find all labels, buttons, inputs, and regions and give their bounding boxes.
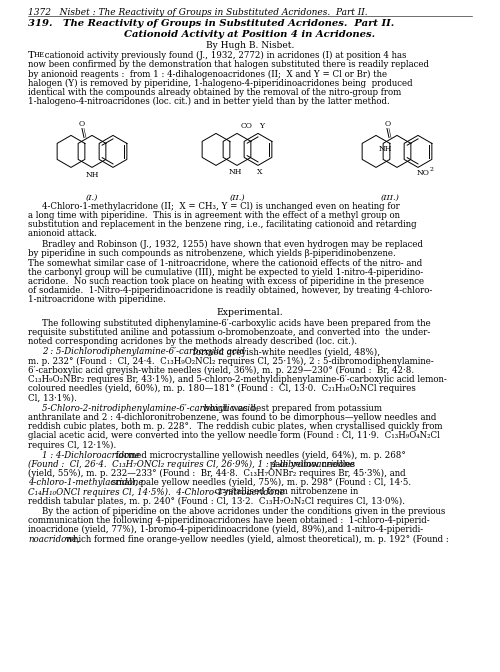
Text: The somewhat similar case of 1-nitroacridone, where the cationoid effects of the: The somewhat similar case of 1-nitroacri…: [28, 259, 422, 267]
Text: NH: NH: [229, 169, 242, 177]
Text: 4-chloro-1-methylacridone: 4-chloro-1-methylacridone: [28, 478, 144, 487]
Text: which formed fine orange-yellow needles (yield, almost theoretical), m. p. 192° : which formed fine orange-yellow needles …: [64, 534, 449, 544]
Text: pale yellow needles: pale yellow needles: [266, 460, 354, 469]
Text: C₁₃H₉O₂NBr₂ requires Br, 43·1%), and 5-chloro-2-methyldiphenylamine-6′-carboxyli: C₁₃H₉O₂NBr₂ requires Br, 43·1%), and 5-c…: [28, 375, 447, 384]
Text: O: O: [385, 120, 391, 128]
Text: reddish tabular plates, m. p. 240° (Found : Cl, 13·2.  C₁₃H₇O₂N₂Cl requires Cl, : reddish tabular plates, m. p. 240° (Foun…: [28, 497, 405, 506]
Text: by piperidine in such compounds as nitrobenzene, which yields β-piperidinobenzen: by piperidine in such compounds as nitro…: [28, 249, 396, 259]
Text: 6′-carboxylic acid greyish-white needles (yield, 36%), m. p. 229—230° (Found :  : 6′-carboxylic acid greyish-white needles…: [28, 366, 414, 375]
Text: HE: HE: [34, 51, 44, 59]
Text: 319.   The Reactivity of Groups in Substituted Acridones.  Part II.: 319. The Reactivity of Groups in Substit…: [28, 19, 394, 28]
Text: inoacridone (yield, 77%), 1-bromo-4-piperidinoacridone (yield, 89%),and 1-nitro-: inoacridone (yield, 77%), 1-bromo-4-pipe…: [28, 526, 423, 534]
Text: O: O: [79, 120, 85, 128]
Text: formed greyish-white needles (yield, 48%),: formed greyish-white needles (yield, 48%…: [190, 347, 380, 357]
Text: formed microcrystalline yellowish needles (yield, 64%), m. p. 268°: formed microcrystalline yellowish needle…: [113, 451, 406, 460]
Text: By Hugh B. Nisbet.: By Hugh B. Nisbet.: [206, 41, 294, 50]
Text: (III.): (III.): [380, 194, 400, 202]
Text: requires Cl, 12·1%).: requires Cl, 12·1%).: [28, 440, 116, 450]
Text: (II.): (II.): [229, 194, 245, 202]
Text: a long time with piperidine.  This is in agreement with the effect of a methyl g: a long time with piperidine. This is in …: [28, 210, 400, 220]
Text: 5-Chloro-2-nitrodiphenylamine-6′-carboxylic acid,: 5-Chloro-2-nitrodiphenylamine-6′-carboxy…: [42, 404, 258, 413]
Text: C₁₄H₁₀ONCl requires Cl, 14·5%).  4-Chloro-1-nitroacridone: C₁₄H₁₀ONCl requires Cl, 14·5%). 4-Chloro…: [28, 487, 285, 497]
Text: Cationoid Activity at Position 4 in Acridones.: Cationoid Activity at Position 4 in Acri…: [124, 30, 376, 39]
Text: Experimental.: Experimental.: [216, 308, 284, 317]
Text: anthranilate and 2 : 4-dichloronitrobenzene, was found to be dimorphous—yellow n: anthranilate and 2 : 4-dichloronitrobenz…: [28, 413, 436, 422]
Text: small, pale yellow needles (yield, 75%), m. p. 298° (Found : Cl, 14·5.: small, pale yellow needles (yield, 75%),…: [108, 478, 410, 487]
Text: (yield, 55%), m. p. 232—233° (Found :  Br, 44·8.  C₁₃H₇ONBr₂ requires Br, 45·3%): (yield, 55%), m. p. 232—233° (Found : Br…: [28, 469, 406, 478]
Text: 1-nitroacridone with piperidine.: 1-nitroacridone with piperidine.: [28, 296, 166, 304]
Text: 2 : 5-Dichlorodiphenylamine-6′-carboxylic acid: 2 : 5-Dichlorodiphenylamine-6′-carboxyli…: [42, 347, 245, 356]
Text: The following substituted diphenylamine-6′-carboxylic acids have been prepared f: The following substituted diphenylamine-…: [42, 319, 431, 328]
Text: NH: NH: [86, 171, 100, 179]
Text: Y: Y: [259, 122, 264, 130]
Text: CO: CO: [241, 122, 253, 130]
Text: 2: 2: [430, 167, 434, 173]
Text: (Found :  Cl, 26·4.  C₁₃H₇ONCl₂ requires Cl, 26·9%), 1 : 4-dibromoacridone: (Found : Cl, 26·4. C₁₃H₇ONCl₂ requires C…: [28, 460, 354, 469]
Text: (I.): (I.): [86, 194, 98, 202]
Text: of sodamide.  1-Nitro-4-piperidinoacridone is readily obtained, however, by trea: of sodamide. 1-Nitro-4-piperidinoacridon…: [28, 286, 432, 295]
Text: NO: NO: [417, 169, 430, 177]
Text: 1 : 4-Dichloroacridone: 1 : 4-Dichloroacridone: [42, 451, 140, 460]
Text: noacridone,: noacridone,: [28, 534, 80, 544]
Text: which was best prepared from potassium: which was best prepared from potassium: [200, 404, 382, 413]
Text: 1-halogeno-4-nitroacridones (loc. cit.) and in better yield than by the latter m: 1-halogeno-4-nitroacridones (loc. cit.) …: [28, 97, 390, 106]
Text: NH: NH: [378, 145, 392, 153]
Text: the carbonyl group will be cumulative (III), might be expected to yield 1-nitro-: the carbonyl group will be cumulative (I…: [28, 268, 423, 277]
Text: Bradley and Robinson (J., 1932, 1255) have shown that even hydrogen may be repla: Bradley and Robinson (J., 1932, 1255) ha…: [42, 240, 423, 249]
Text: X: X: [257, 169, 262, 177]
Text: T: T: [28, 51, 34, 60]
Text: noted corresponding acridones by the methods already described (loc. cit.).: noted corresponding acridones by the met…: [28, 337, 357, 346]
Text: identical with the compounds already obtained by the removal of the nitro-group : identical with the compounds already obt…: [28, 88, 401, 97]
Text: m. p. 232° (Found :  Cl, 24·4.  C₁₃H₉O₂NCl₂ requires Cl, 25·1%), 2 : 5-dibromodi: m. p. 232° (Found : Cl, 24·4. C₁₃H₉O₂NCl…: [28, 357, 434, 366]
Text: crystallised from nitrobenzene in: crystallised from nitrobenzene in: [212, 487, 358, 497]
Text: 1372   Nisbet : The Reactivity of Groups in Substituted Acridones.  Part II.: 1372 Nisbet : The Reactivity of Groups i…: [28, 8, 367, 17]
Text: cationoid activity previously found (J., 1932, 2772) in acridones (I) at positio: cationoid activity previously found (J.,…: [42, 51, 406, 60]
Text: requisite substituted aniline and potassium o-bromobenzoate, and converted into : requisite substituted aniline and potass…: [28, 328, 430, 337]
Text: reddish cubic plates, both m. p. 228°.  The reddish cubic plates, when crystalli: reddish cubic plates, both m. p. 228°. T…: [28, 422, 442, 431]
Text: 4-Chloro-1-methylacridone (II;  X = CH₃, Y = Cl) is unchanged even on heating fo: 4-Chloro-1-methylacridone (II; X = CH₃, …: [42, 202, 400, 210]
Text: Cl, 13·1%).: Cl, 13·1%).: [28, 393, 77, 403]
Text: anionoid attack.: anionoid attack.: [28, 229, 97, 238]
Text: acridone.  No such reaction took place on heating with excess of piperidine in t: acridone. No such reaction took place on…: [28, 277, 424, 286]
Text: communication the following 4-piperidinoacridones have been obtained :  1-chloro: communication the following 4-piperidino…: [28, 516, 429, 525]
Text: now been confirmed by the demonstration that halogen substituted there is readil: now been confirmed by the demonstration …: [28, 60, 429, 69]
Text: by anionoid reagents :  from 1 : 4-dihalogenoacridones (II;  X and Y = Cl or Br): by anionoid reagents : from 1 : 4-dihalo…: [28, 70, 387, 79]
Text: By the action of piperidine on the above acridones under the conditions given in: By the action of piperidine on the above…: [42, 507, 446, 516]
Text: glacial acetic acid, were converted into the yellow needle form (Found : Cl, 11·: glacial acetic acid, were converted into…: [28, 431, 440, 440]
Text: halogen (Y) is removed by piperidine, 1-halogeno-4-piperidinoacridones being  pr: halogen (Y) is removed by piperidine, 1-…: [28, 79, 412, 88]
Text: substitution and replacement in the benzene ring, i.e., facilitating cationoid a: substitution and replacement in the benz…: [28, 220, 416, 228]
Text: coloured needles (yield, 60%), m. p. 180—181° (Found :  Cl, 13·0.  C₂₁H₁₆O₂NCl r: coloured needles (yield, 60%), m. p. 180…: [28, 384, 416, 393]
